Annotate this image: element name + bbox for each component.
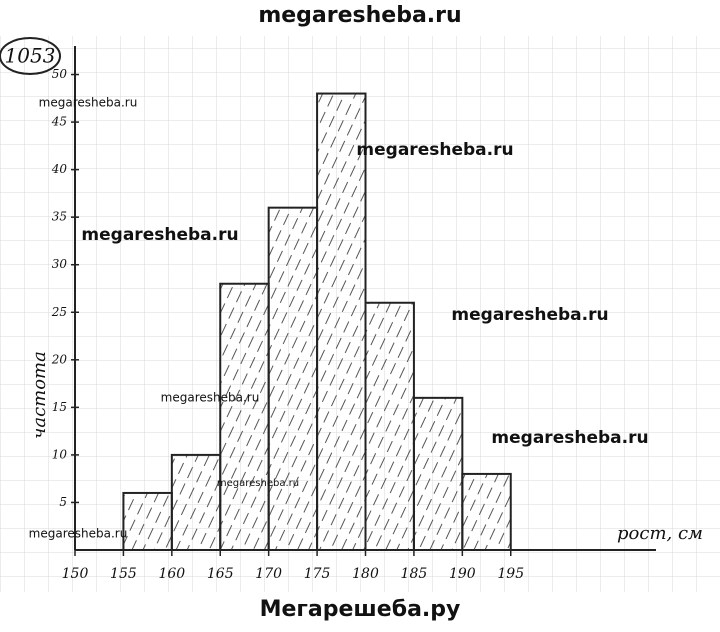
y-tick-label: 5 <box>59 495 67 509</box>
y-tick-label: 45 <box>51 115 67 129</box>
bar <box>219 282 270 551</box>
x-tick-label: 180 <box>352 566 379 582</box>
x-tick-label: 165 <box>207 566 234 582</box>
watermark: megaresheba.ru <box>29 527 128 541</box>
x-axis-label: рост, см <box>617 523 703 544</box>
x-tick-label: 170 <box>255 566 282 582</box>
y-tick-label: 10 <box>52 447 68 461</box>
y-tick-label: 35 <box>52 210 67 224</box>
y-tick-label: 30 <box>52 257 68 271</box>
y-tick-label: 15 <box>52 400 67 414</box>
bar <box>122 491 173 551</box>
watermark: megaresheba.ru <box>491 428 648 448</box>
x-tick-label: 195 <box>497 566 524 582</box>
watermark: megaresheba.ru <box>161 391 260 405</box>
bar <box>461 472 512 551</box>
y-tick-label: 20 <box>51 352 68 366</box>
watermark: megaresheba.ru <box>81 225 238 245</box>
bar <box>364 301 415 552</box>
y-tick-label: 25 <box>51 305 67 319</box>
y-axis-label: частота <box>29 351 50 439</box>
x-tick-label: 190 <box>449 566 476 582</box>
x-tick-label: 155 <box>110 566 137 582</box>
y-tick-label: 50 <box>52 67 68 81</box>
watermark: megaresheba.ru <box>451 305 608 325</box>
site-header: megaresheba.ru <box>258 3 461 28</box>
watermark: megaresheba.ru <box>39 96 138 110</box>
site-footer: Мегарешеба.ру <box>260 597 461 622</box>
problem-number: 1053 <box>5 44 56 68</box>
y-tick-label: 40 <box>51 162 68 176</box>
x-tick-label: 160 <box>158 566 185 582</box>
x-tick-label: 175 <box>304 566 331 582</box>
bar <box>316 92 367 551</box>
x-tick-label: 185 <box>401 566 428 582</box>
x-tick-label: 150 <box>62 566 89 582</box>
watermark: megaresheba.ru <box>217 478 299 489</box>
number-circle <box>0 37 61 75</box>
bar <box>170 453 222 552</box>
watermark: megaresheba.ru <box>356 140 513 160</box>
bar <box>267 206 319 551</box>
bar <box>412 396 464 551</box>
